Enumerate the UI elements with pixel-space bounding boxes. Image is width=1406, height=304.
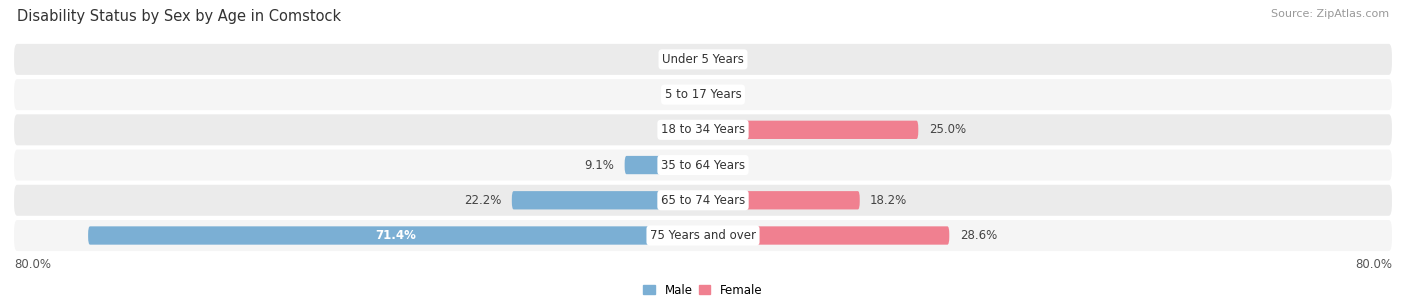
Text: Source: ZipAtlas.com: Source: ZipAtlas.com xyxy=(1271,9,1389,19)
FancyBboxPatch shape xyxy=(14,185,1392,216)
Text: 80.0%: 80.0% xyxy=(1355,258,1392,271)
FancyBboxPatch shape xyxy=(14,114,1392,145)
FancyBboxPatch shape xyxy=(14,44,1392,75)
Text: 0.0%: 0.0% xyxy=(664,123,693,136)
Text: 0.0%: 0.0% xyxy=(713,159,742,171)
Text: 0.0%: 0.0% xyxy=(664,88,693,101)
FancyBboxPatch shape xyxy=(14,150,1392,181)
Text: 0.0%: 0.0% xyxy=(664,53,693,66)
Text: 0.0%: 0.0% xyxy=(713,88,742,101)
Text: Disability Status by Sex by Age in Comstock: Disability Status by Sex by Age in Comst… xyxy=(17,9,342,24)
FancyBboxPatch shape xyxy=(703,226,949,245)
FancyBboxPatch shape xyxy=(14,220,1392,251)
Text: 65 to 74 Years: 65 to 74 Years xyxy=(661,194,745,207)
Text: 71.4%: 71.4% xyxy=(375,229,416,242)
Text: 75 Years and over: 75 Years and over xyxy=(650,229,756,242)
FancyBboxPatch shape xyxy=(14,79,1392,110)
FancyBboxPatch shape xyxy=(89,226,703,245)
FancyBboxPatch shape xyxy=(512,191,703,209)
Text: 0.0%: 0.0% xyxy=(713,53,742,66)
Text: Under 5 Years: Under 5 Years xyxy=(662,53,744,66)
FancyBboxPatch shape xyxy=(624,156,703,174)
Text: 18 to 34 Years: 18 to 34 Years xyxy=(661,123,745,136)
Text: 28.6%: 28.6% xyxy=(960,229,997,242)
Text: 80.0%: 80.0% xyxy=(14,258,51,271)
Text: 5 to 17 Years: 5 to 17 Years xyxy=(665,88,741,101)
Text: 18.2%: 18.2% xyxy=(870,194,907,207)
FancyBboxPatch shape xyxy=(703,191,859,209)
FancyBboxPatch shape xyxy=(703,121,918,139)
Text: 9.1%: 9.1% xyxy=(585,159,614,171)
Legend: Male, Female: Male, Female xyxy=(638,279,768,301)
Text: 35 to 64 Years: 35 to 64 Years xyxy=(661,159,745,171)
Text: 25.0%: 25.0% xyxy=(928,123,966,136)
Text: 22.2%: 22.2% xyxy=(464,194,502,207)
